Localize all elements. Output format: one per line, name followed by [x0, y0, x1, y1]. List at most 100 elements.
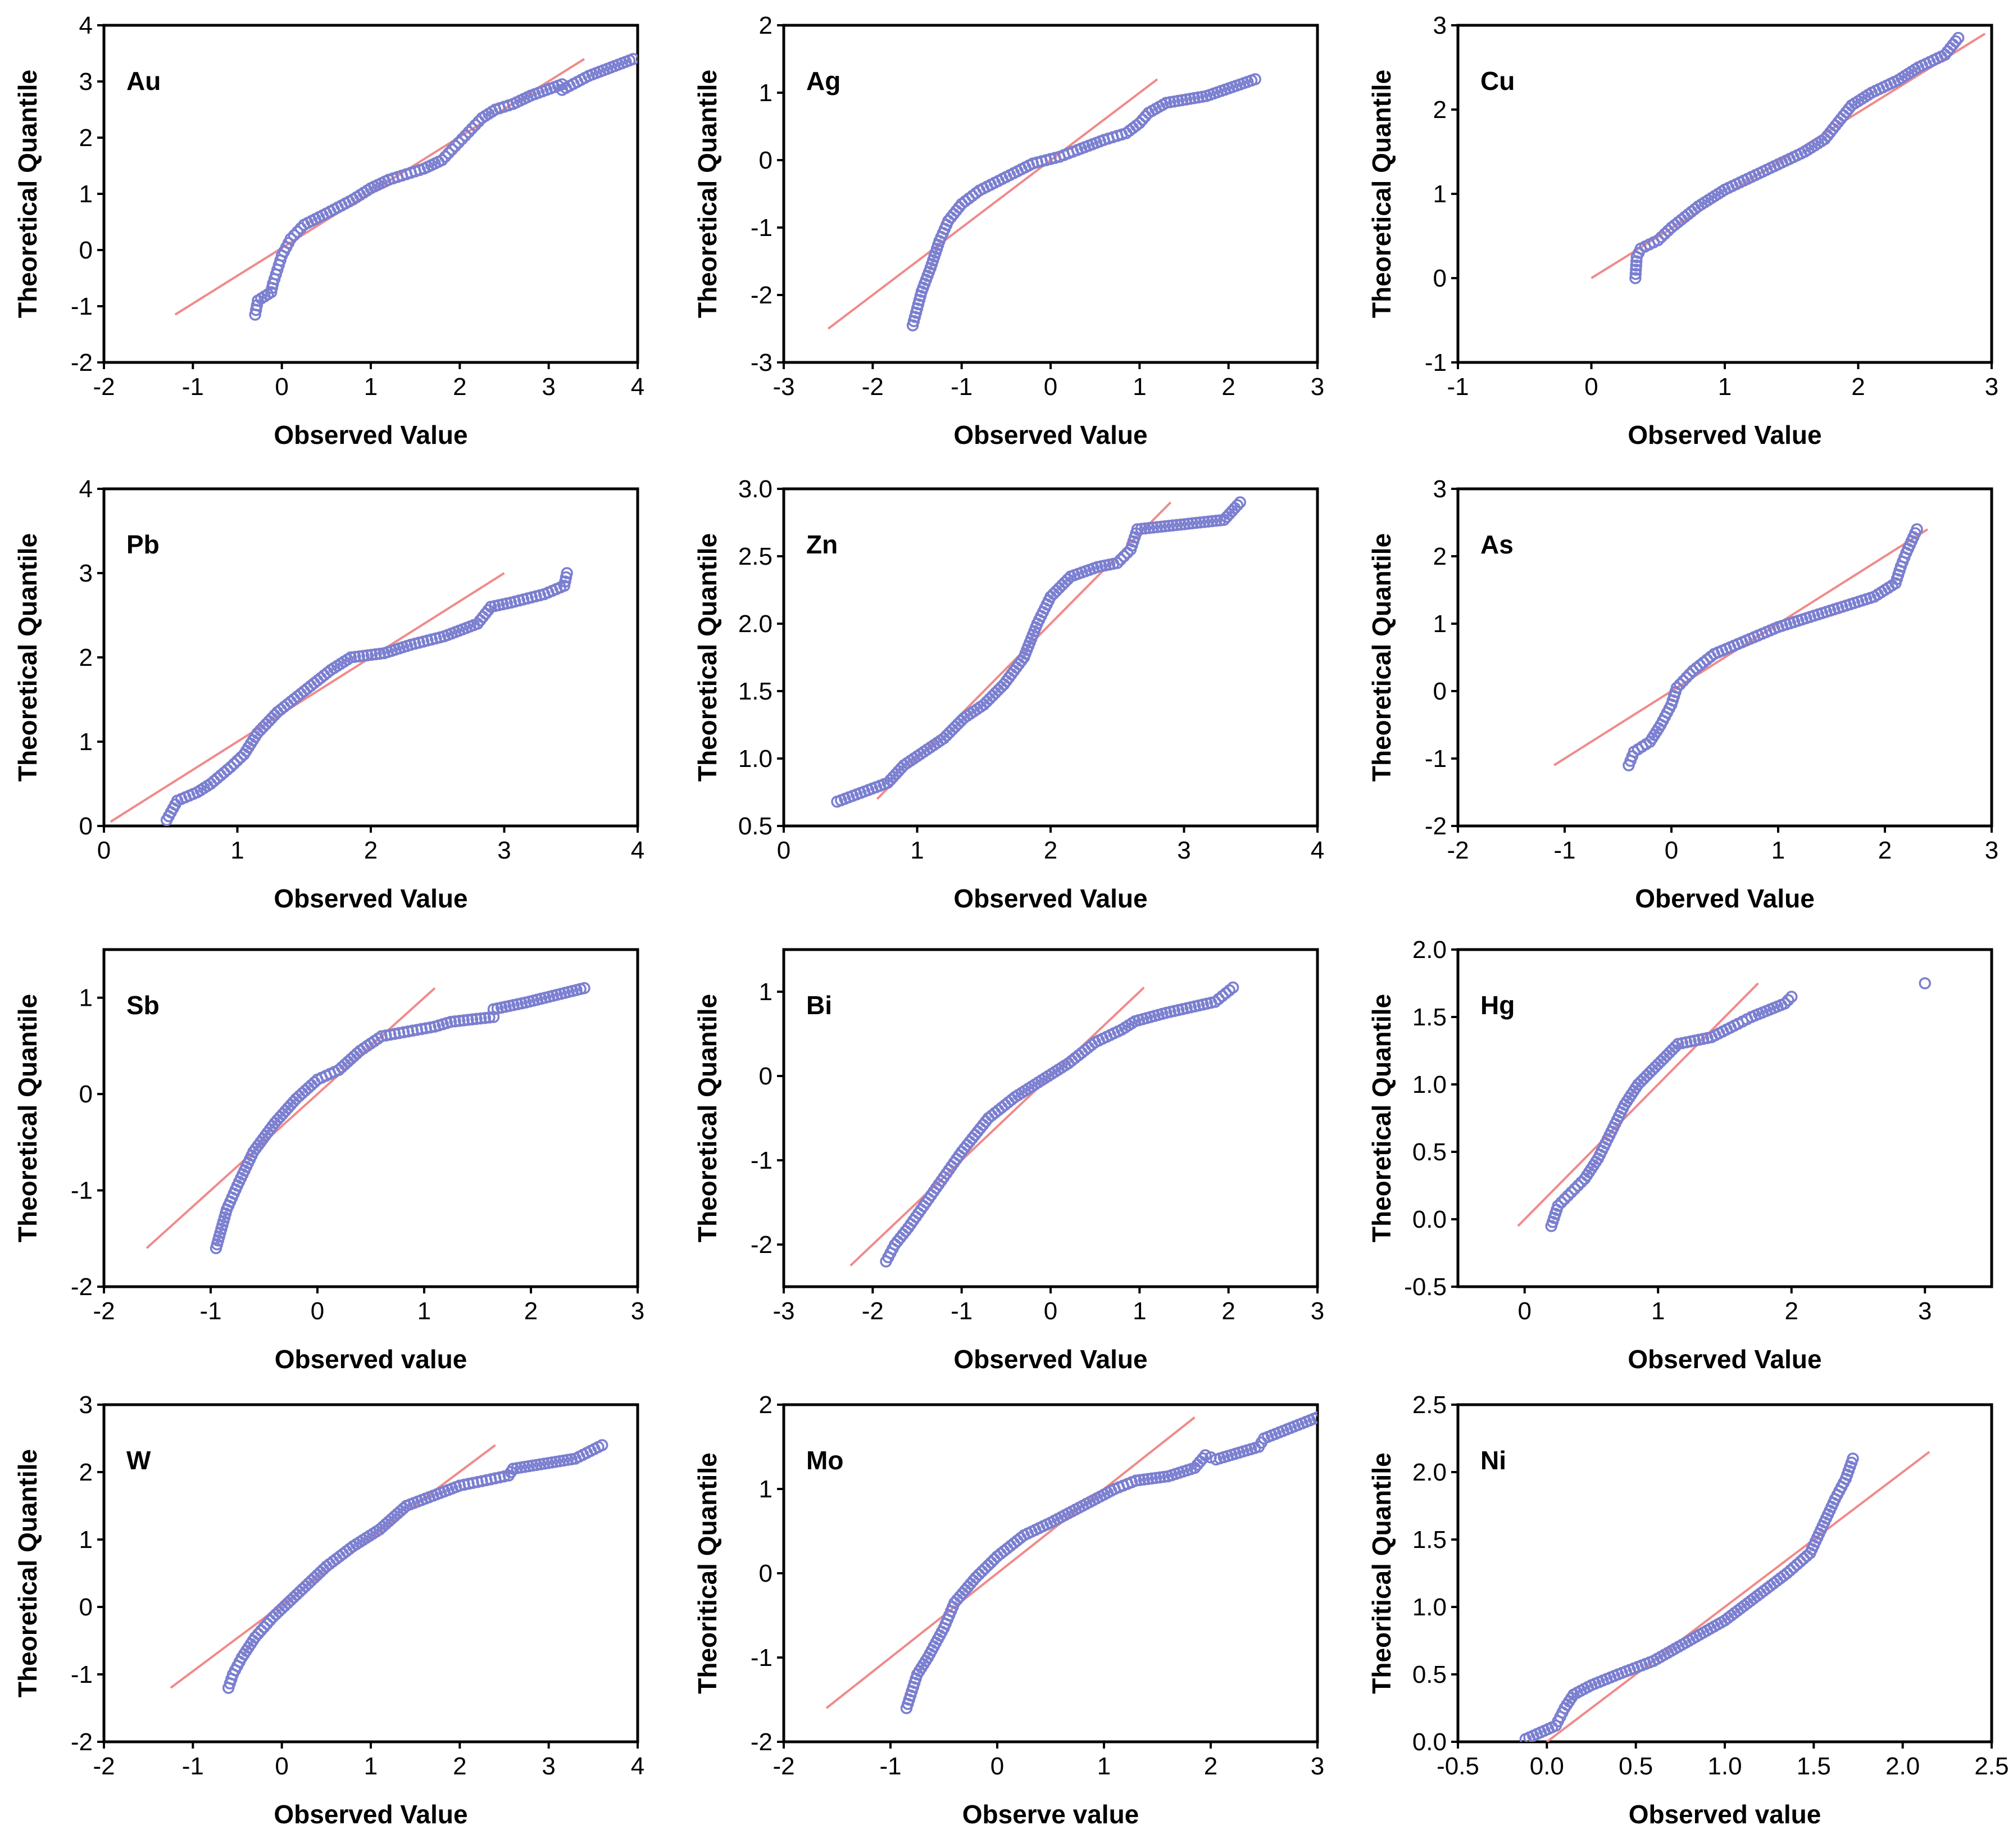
x-tick-label: 0 [777, 837, 790, 864]
x-tick-label: 3 [1985, 373, 1998, 401]
qq-point [976, 1565, 988, 1578]
qq-point [255, 1624, 267, 1637]
qq-point [344, 651, 357, 664]
qq-point [374, 647, 387, 660]
qq-point [1214, 514, 1226, 526]
y-axis-title: Theoritical Quantile [1367, 1452, 1396, 1693]
x-tick-label: 4 [631, 837, 644, 864]
y-tick-label: 1 [1433, 610, 1447, 638]
x-tick-label: -2 [862, 373, 884, 401]
x-tick-label: 2 [524, 1297, 538, 1325]
qq-point [1149, 1472, 1162, 1484]
x-tick-label: 2 [1221, 373, 1235, 401]
qq-point [1630, 259, 1643, 272]
qq-panel-mo: -2 -1 0 1 2 3 -2 -1 0 1 2 Observe value Theoritical … [693, 1391, 1324, 1829]
y-tick-label: 0 [79, 1593, 93, 1621]
qq-panel-ag: -3 -2 -1 0 1 2 3 -3 -2 -1 0 1 2 Observed Value Theoret… [693, 12, 1324, 449]
x-tick-label: 0 [311, 1297, 324, 1325]
qq-point [627, 53, 638, 65]
x-tick-label: 0 [275, 1752, 288, 1780]
qq-point [1234, 496, 1246, 508]
qq-point [1206, 515, 1219, 528]
qq-point [1146, 1472, 1158, 1484]
data-layer [1517, 977, 1931, 1232]
x-axis-title: Observed Value [274, 1800, 467, 1829]
qq-point [1683, 668, 1696, 680]
y-tick-label: -1 [751, 1644, 773, 1672]
qq-point [1569, 1183, 1581, 1195]
y-axis-title: Theoretical Quantile [693, 70, 722, 318]
qq-point [1199, 1449, 1212, 1461]
y-tick-label: 1 [759, 978, 773, 1006]
y-axis-title: Theoretical Quantile [13, 994, 42, 1242]
y-axis-title: Theoretical Quantile [693, 994, 722, 1242]
y-tick-label: 1 [79, 180, 93, 208]
y-tick-label: 3 [1433, 475, 1447, 503]
qq-point [1629, 267, 1642, 280]
x-tick-label: 1 [230, 837, 244, 864]
y-axis-title: Theoretical Quantile [13, 1449, 42, 1697]
y-tick-label: 0.5 [1412, 1661, 1447, 1688]
y-tick-label: -1 [1425, 745, 1447, 773]
plot-frame [782, 24, 1319, 364]
x-tick-label: 0 [1518, 1297, 1532, 1325]
qq-panel-ni: -0.5 0.0 0.5 1.0 1.5 2.0 2.50.00.51.01.52.02.5… [1367, 1391, 2009, 1829]
qq-point [1652, 234, 1664, 247]
qq-point [479, 1011, 492, 1024]
panel-title: Mo [806, 1446, 843, 1475]
y-axis-title: Theoretical Quantile [1367, 70, 1396, 318]
x-tick-label: 2 [453, 1752, 466, 1780]
y-tick-label: 0.0 [1412, 1728, 1447, 1756]
y-tick-label: 0 [79, 1080, 93, 1108]
y-tick-label: 0 [759, 147, 773, 174]
y-tick-label: 2.0 [1412, 1459, 1447, 1486]
qq-point [1142, 1473, 1155, 1485]
y-tick-label: 1 [79, 728, 93, 756]
plot-frame [782, 487, 1319, 828]
panel-title: As [1480, 530, 1514, 559]
y-tick-label: 0.5 [738, 812, 773, 840]
x-tick-label: 2 [364, 837, 378, 864]
qq-point [1130, 1474, 1142, 1487]
qq-point [462, 1014, 474, 1026]
y-tick-label: -2 [751, 281, 773, 309]
x-tick-label: 1.5 [1797, 1752, 1831, 1780]
y-tick-label: -0.5 [1404, 1273, 1447, 1301]
qq-point [1170, 519, 1183, 532]
qq-point [1231, 499, 1244, 511]
qq-point [424, 1021, 437, 1034]
x-tick-label: 1 [364, 1752, 378, 1780]
y-tick-label: 3 [1433, 12, 1447, 39]
qq-point [444, 1015, 457, 1028]
y-tick-label: -1 [71, 1661, 93, 1688]
x-tick-label: 2 [1221, 1297, 1235, 1325]
qq-point [1158, 1470, 1170, 1483]
qq-panel-as: -2 -1 0 1 2 3 -2 -1 0 1 2 3 Oberved Value Theoretical… [1367, 475, 1998, 913]
y-tick-label: -2 [751, 1231, 773, 1259]
qq-point [1155, 520, 1167, 533]
x-tick-label: 4 [631, 373, 644, 401]
x-tick-label: 2 [1851, 373, 1865, 401]
y-tick-label: 3 [79, 1391, 93, 1419]
qq-point [365, 648, 378, 661]
x-tick-label: 1 [1097, 1752, 1111, 1780]
x-tick-label: 3 [631, 1297, 644, 1325]
qq-point [470, 1012, 483, 1025]
x-axis-title: Observed Value [274, 420, 467, 449]
qq-point [1630, 264, 1642, 276]
qq-point [456, 133, 469, 146]
y-tick-label: 2 [1433, 96, 1447, 124]
data-layer [1553, 523, 1929, 771]
x-axis-title: Oberved Value [1635, 884, 1815, 913]
reference-line [110, 572, 505, 823]
x-axis-title: Observed value [275, 1345, 467, 1374]
y-tick-label: -2 [751, 1728, 773, 1756]
qq-point [970, 1571, 982, 1584]
qq-point [469, 119, 481, 131]
qq-point [442, 147, 455, 160]
qq-panel-zn: 0 1 2 3 4 0.5 1.0 1.5 2.0 2.5 3.0 Observed Value The… [693, 475, 1324, 913]
y-tick-label: 0 [759, 1063, 773, 1090]
y-tick-label: 4 [79, 12, 93, 39]
x-tick-label: 4 [1311, 837, 1324, 864]
panel-title: Ni [1480, 1446, 1506, 1475]
